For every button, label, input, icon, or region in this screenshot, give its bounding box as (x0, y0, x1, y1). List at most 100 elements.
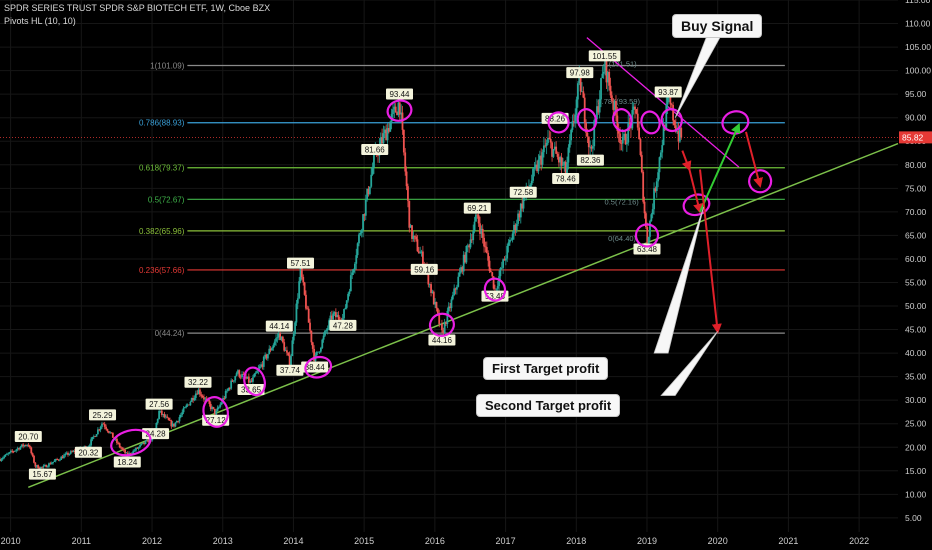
candle-body (173, 423, 175, 427)
candle-body (371, 167, 374, 175)
pivot-label: 25.29 (93, 411, 114, 420)
candle-body (596, 106, 598, 120)
candle-body (291, 340, 294, 357)
candle-body (185, 405, 188, 408)
pivot-label-bg (566, 67, 594, 79)
candle-body (305, 294, 307, 309)
candle-body (258, 366, 261, 369)
candle-body (420, 251, 423, 253)
candle-body (261, 364, 264, 367)
candle-body (587, 136, 590, 148)
candle-body (352, 269, 355, 273)
candle-body (265, 354, 268, 359)
candle-body (612, 100, 615, 110)
candle-body (67, 452, 69, 455)
candle-body (624, 133, 627, 145)
candle-body (179, 414, 182, 418)
candle-body (49, 463, 52, 465)
candle-body (164, 416, 167, 418)
candle-body (287, 352, 290, 356)
pivot-label-bg (301, 361, 329, 373)
candle-body (246, 376, 249, 379)
candle-body (451, 295, 454, 300)
candle-body (141, 442, 144, 444)
candle-body (313, 348, 316, 361)
candle-body (579, 74, 582, 92)
candle-body (193, 397, 196, 401)
candle-body (264, 354, 267, 357)
candle-body (182, 408, 185, 413)
candle-body (326, 328, 329, 331)
candle-body (466, 245, 469, 247)
candle-body (502, 259, 505, 268)
candle-body (189, 401, 192, 406)
candle-body (427, 269, 430, 285)
candle-body (137, 446, 140, 449)
candle-body (383, 129, 386, 134)
pivot-label: 20.32 (78, 448, 99, 457)
y-tick-label: 60.00 (905, 254, 927, 264)
candle-body (398, 102, 401, 115)
candle-body (519, 203, 522, 218)
candle-body (162, 414, 165, 415)
y-tick-label: 15.00 (905, 466, 927, 476)
fib-level-label: 0.786(88.93) (139, 119, 185, 128)
candle-body (597, 106, 600, 113)
candle-body (511, 233, 514, 240)
candle-body (358, 234, 360, 244)
annotation-circle (748, 169, 773, 194)
candle-body (412, 235, 415, 239)
pivot-label-bg (552, 173, 580, 185)
candle-body (27, 445, 30, 446)
candle-body (330, 315, 333, 320)
pivot-label-bg (184, 376, 212, 388)
candle-body (311, 342, 314, 349)
candle-body (669, 95, 672, 105)
candle-body (18, 448, 20, 450)
candle-body (16, 448, 19, 450)
y-tick-label: 40.00 (905, 348, 927, 358)
candle-body (65, 452, 68, 454)
candle-body (158, 410, 160, 419)
y-tick-label: 5.00 (905, 513, 922, 523)
candle-body (477, 215, 480, 224)
candle-body (216, 407, 219, 411)
y-tick-label: 95.00 (905, 89, 927, 99)
annotation-circle (202, 396, 229, 428)
candle-body (593, 120, 596, 147)
candle-body (117, 442, 120, 444)
candle-body (116, 438, 118, 443)
candle-body (348, 291, 351, 294)
candle-body (662, 125, 665, 146)
candle-body (460, 267, 462, 273)
candle-body (91, 436, 94, 440)
candle-body (237, 370, 239, 374)
x-tick-label: 2010 (1, 536, 21, 546)
pivot-label-bg (329, 319, 357, 331)
x-tick-label: 2016 (425, 536, 445, 546)
x-tick-label: 2015 (354, 536, 374, 546)
candle-body (548, 137, 551, 140)
candle-body (673, 120, 676, 126)
candle-body (405, 171, 408, 187)
candle-body (438, 313, 441, 324)
candle-body (589, 146, 592, 148)
candle-body (201, 395, 204, 398)
candle-body (416, 239, 419, 252)
first-target-callout: First Target profit (483, 357, 609, 380)
candle-body (642, 171, 645, 202)
candle-body (256, 371, 258, 374)
pivot-label-bg (633, 243, 661, 255)
candle-body (495, 288, 498, 290)
candle-body (568, 140, 571, 148)
candle-body (178, 417, 181, 422)
candle-body (506, 245, 509, 259)
candle-body (351, 272, 354, 276)
pivot-label: 63.48 (637, 245, 658, 254)
candle-body (249, 380, 252, 383)
candle-body (439, 323, 442, 325)
candle-body (322, 335, 325, 340)
candle-body (409, 225, 412, 228)
candle-body (677, 131, 680, 142)
